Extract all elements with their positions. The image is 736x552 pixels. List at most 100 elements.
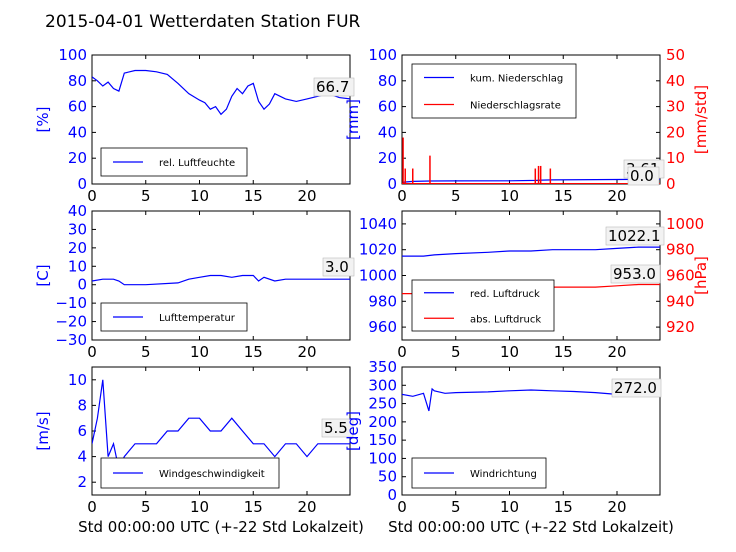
legend-label: Lufttemperatur	[159, 313, 236, 324]
value-box	[627, 166, 660, 186]
x-tick-label: 0	[397, 187, 407, 205]
y-tick-label: −10	[55, 294, 87, 312]
y-tick-label: 300	[368, 376, 397, 394]
y-tick-label: 40	[68, 123, 87, 141]
y2-tick-label: 20	[666, 123, 685, 141]
y2-axis-label: [mm/std]	[692, 85, 710, 154]
value-annotation: 5.5	[324, 419, 348, 437]
y-tick-label: 100	[368, 46, 397, 64]
x-tick-label: 10	[190, 187, 209, 205]
y-tick-label: 8	[77, 396, 87, 414]
x-tick-label: 15	[244, 187, 263, 205]
y-tick-label: 1040	[359, 215, 397, 233]
legend: red. Luftdruck abs. Luftdruck	[411, 279, 555, 332]
y-tick-label: −30	[55, 331, 87, 349]
y2-axis-label: [hPa]	[692, 256, 710, 295]
y-tick-label: 200	[368, 413, 397, 431]
y-tick-label: 20	[68, 149, 87, 167]
y-tick-label: −20	[55, 313, 87, 331]
y2-tick-label: 920	[666, 318, 695, 336]
x-tick-label: 20	[297, 343, 316, 361]
legend-label: abs. Luftdruck	[470, 314, 541, 325]
value-box	[321, 418, 354, 438]
y-tick-label: 20	[68, 239, 87, 257]
legend: rel. Luftfeuchte	[100, 147, 248, 177]
legend: Windrichtung	[411, 457, 547, 489]
x-axis-label: Std 00:00:00 UTC (+-22 Std Lokalzeit)	[388, 518, 674, 536]
y-axis-label: [mm]	[344, 99, 362, 140]
x-tick-label: 0	[397, 498, 407, 516]
y-tick-label: 0	[387, 486, 397, 504]
series-line	[92, 69, 350, 116]
y-tick-label: 0	[387, 175, 397, 193]
y-axis-label: [%]	[34, 107, 52, 133]
y2-tick-label: 50	[666, 46, 685, 64]
y2-tick-label: 10	[666, 149, 685, 167]
legend-label: red. Luftdruck	[470, 289, 540, 300]
y-tick-label: 350	[368, 358, 397, 376]
y-tick-label: 40	[68, 202, 87, 220]
y-tick-label: 80	[68, 72, 87, 90]
x-tick-label: 5	[451, 498, 461, 516]
y-tick-label: 50	[378, 468, 397, 486]
y-tick-label: 40	[378, 123, 397, 141]
series-line	[92, 274, 350, 286]
y-axis-label: [C]	[34, 264, 52, 286]
chart-panel-5: 0 5 10 15 20 2 4 6 8 10 [m/s] Std 00:00:00 UTC (+-2…	[34, 366, 364, 536]
x-tick-label: 15	[554, 498, 573, 516]
legend-label: Niederschlagsrate	[470, 101, 561, 112]
value-annotation: 0.0	[630, 167, 654, 185]
x-tick-label: 15	[244, 498, 263, 516]
y-tick-label: 60	[68, 98, 87, 116]
legend: kum. Niederschlag Niederschlagsrate	[411, 63, 577, 119]
x-tick-label: 0	[87, 187, 97, 205]
x-tick-label: 0	[87, 343, 97, 361]
chart-panel-2: 0 5 10 15 20 0 20 40 60 80 100 0 10 20 30 40 50 [mm] [mm/s…	[344, 46, 710, 205]
x-tick-label: 20	[297, 187, 316, 205]
x-tick-label: 10	[190, 498, 209, 516]
y2-tick-label: 940	[666, 292, 695, 310]
y2-tick-label: 40	[666, 72, 685, 90]
y-tick-label: 10	[68, 371, 87, 389]
x-tick-label: 20	[607, 498, 626, 516]
legend: Lufttemperatur	[100, 302, 248, 332]
x-tick-label: 15	[244, 343, 263, 361]
value-box	[313, 77, 355, 97]
y-tick-label: 10	[68, 257, 87, 275]
y-tick-label: 1000	[359, 267, 397, 285]
value-annotation: 66.7	[316, 78, 349, 96]
value-box	[610, 264, 661, 284]
chart-panel-1: 0 5 10 15 20 0 20 40 60 80 100 [%] rel. Luftfeuchte 6…	[34, 46, 355, 205]
legend-label: Windrichtung	[470, 469, 537, 480]
x-tick-label: 5	[141, 343, 151, 361]
value-annotation: 272.0	[614, 379, 657, 397]
y-tick-label: 250	[368, 395, 397, 413]
x-tick-label: 10	[190, 343, 209, 361]
y-tick-label: 2	[77, 473, 87, 491]
legend: Windgeschwindigkeit	[100, 457, 280, 489]
value-annotation: 3.0	[325, 258, 349, 276]
value-box	[611, 378, 662, 398]
value-annotation: 953.0	[613, 265, 656, 283]
value-box	[605, 226, 665, 246]
y-tick-label: 60	[378, 98, 397, 116]
x-tick-label: 20	[297, 498, 316, 516]
y2-tick-label: 960	[666, 267, 695, 285]
legend-box	[411, 63, 577, 119]
y2-tick-label: 980	[666, 241, 695, 259]
y-tick-label: 100	[368, 449, 397, 467]
y-tick-label: 150	[368, 431, 397, 449]
legend-label: rel. Luftfeuchte	[159, 158, 235, 169]
x-tick-label: 10	[500, 498, 519, 516]
series-line	[402, 246, 660, 257]
y-tick-label: 1020	[359, 241, 397, 259]
x-tick-label: 10	[500, 187, 519, 205]
figure-title: 2015-04-01 Wetterdaten Station FUR	[45, 12, 361, 32]
y-tick-label: 20	[378, 149, 397, 167]
y-tick-label: 80	[378, 72, 397, 90]
x-tick-label: 5	[451, 343, 461, 361]
x-tick-label: 5	[451, 187, 461, 205]
x-tick-label: 15	[554, 187, 573, 205]
